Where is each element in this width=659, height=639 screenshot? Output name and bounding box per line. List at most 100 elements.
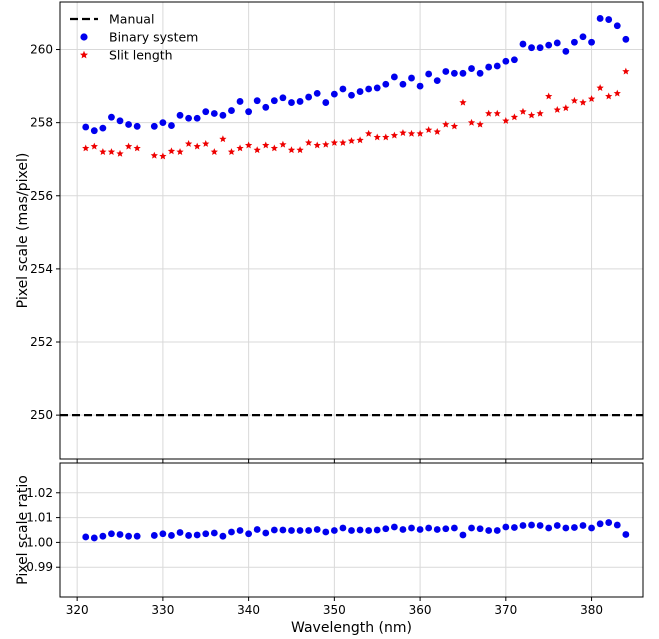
- y-axis-label: Pixel scale ratio: [15, 475, 31, 585]
- binary-system-point: [262, 103, 270, 111]
- binary-system-point: [365, 85, 373, 93]
- x-tick-label: 340: [237, 603, 260, 617]
- slit-length-point: [313, 141, 321, 149]
- ratio-point: [236, 527, 244, 534]
- y-tick-label: 254: [30, 262, 53, 276]
- slit-length-point: [167, 147, 176, 155]
- slit-length-point: [545, 92, 553, 100]
- y-tick-label: 258: [30, 116, 53, 130]
- ratio-point: [553, 522, 561, 529]
- binary-system-point: [279, 94, 287, 102]
- ratio-point: [99, 532, 107, 540]
- ratio-point: [296, 527, 304, 534]
- legend-slit-length-swatch: [80, 50, 88, 59]
- x-tick-label: 370: [494, 603, 517, 617]
- binary-system-point: [82, 123, 90, 131]
- slit-length-point: [270, 144, 278, 152]
- ratio-point: [168, 532, 175, 539]
- slit-length-point: [596, 84, 604, 91]
- binary-system-point: [571, 38, 578, 46]
- ratio-point: [613, 521, 621, 529]
- ratio-point: [125, 532, 132, 540]
- slit-length-point: [536, 109, 544, 117]
- binary-system-point: [528, 44, 535, 52]
- binary-system-point: [553, 39, 561, 47]
- y-tick-label: 0.99: [26, 560, 53, 574]
- ratio-point: [416, 526, 424, 533]
- binary-system-point: [322, 99, 330, 106]
- slit-length-point: [347, 137, 356, 144]
- x-tick-label: 330: [151, 603, 174, 617]
- slit-length-point: [107, 148, 116, 155]
- legend-binary-system-swatch: [80, 33, 88, 41]
- slit-length-point: [90, 142, 98, 150]
- binary-system-point: [382, 80, 390, 88]
- ratio-point: [399, 526, 407, 533]
- binary-system-point: [622, 35, 630, 43]
- slit-length-point: [99, 148, 107, 155]
- slit-length-point: [356, 136, 364, 144]
- slit-length-point: [579, 98, 587, 106]
- slit-length-point: [245, 141, 253, 149]
- plot-frame: [59, 1, 644, 460]
- binary-system-point: [305, 93, 313, 101]
- slit-length-point: [570, 96, 579, 104]
- binary-system-point: [288, 99, 295, 106]
- binary-system-point: [536, 44, 544, 52]
- slit-length-point: [202, 140, 210, 147]
- binary-system-point: [176, 111, 184, 119]
- ratio-point: [270, 526, 278, 534]
- ratio-point: [382, 525, 390, 533]
- ratio-point: [493, 527, 501, 534]
- ratio-point: [519, 522, 527, 529]
- slit-length-point: [227, 148, 236, 155]
- ratio-point: [579, 522, 587, 529]
- binary-system-point: [125, 121, 132, 128]
- ratio-point: [348, 527, 355, 534]
- y-axis-label: Pixel scale (mas/pixel): [15, 153, 31, 309]
- plot-frame: [59, 462, 644, 598]
- binary-system-point: [339, 85, 347, 93]
- ratio-point: [90, 534, 98, 542]
- ratio-point: [588, 524, 595, 532]
- slit-length-point: [613, 89, 621, 97]
- ratio-point: [219, 532, 227, 540]
- ratio-point: [459, 531, 467, 539]
- slit-length-point: [287, 146, 296, 154]
- binary-system-point: [579, 33, 587, 41]
- slit-length-point: [330, 138, 338, 146]
- binary-system-point: [425, 70, 433, 78]
- y-tick-label: 1.01: [26, 511, 53, 525]
- y-tick-label: 252: [30, 335, 53, 349]
- slit-length-point: [305, 138, 313, 146]
- slit-length-point: [365, 129, 373, 137]
- ratio-point: [476, 525, 484, 533]
- binary-system-point: [185, 114, 193, 122]
- binary-system-point: [133, 122, 141, 130]
- slit-length-point: [236, 144, 244, 152]
- ratio-point: [330, 527, 338, 534]
- binary-system-point: [468, 65, 475, 72]
- binary-system-point: [485, 63, 493, 71]
- x-tick-label: 320: [66, 603, 89, 617]
- ratio-point: [262, 529, 270, 537]
- binary-system-point: [99, 124, 107, 132]
- binary-system-point: [219, 111, 227, 119]
- ratio-point: [185, 532, 193, 539]
- binary-system-point: [442, 68, 450, 75]
- slit-length-point: [485, 109, 493, 117]
- x-axis-label: Wavelength (nm): [291, 620, 412, 636]
- x-tick-label: 360: [409, 603, 432, 617]
- slit-length-point: [210, 148, 218, 155]
- slit-length-point: [339, 138, 347, 146]
- slit-length-point: [150, 151, 158, 159]
- binary-system-point: [476, 69, 484, 77]
- slit-length-point: [587, 95, 596, 102]
- slit-length-point: [450, 122, 458, 130]
- binary-system-point: [519, 40, 527, 48]
- x-tick-label: 380: [580, 603, 603, 617]
- slit-length-point: [467, 118, 476, 126]
- x-tick-label: 350: [323, 603, 346, 617]
- ratio-point: [622, 531, 630, 538]
